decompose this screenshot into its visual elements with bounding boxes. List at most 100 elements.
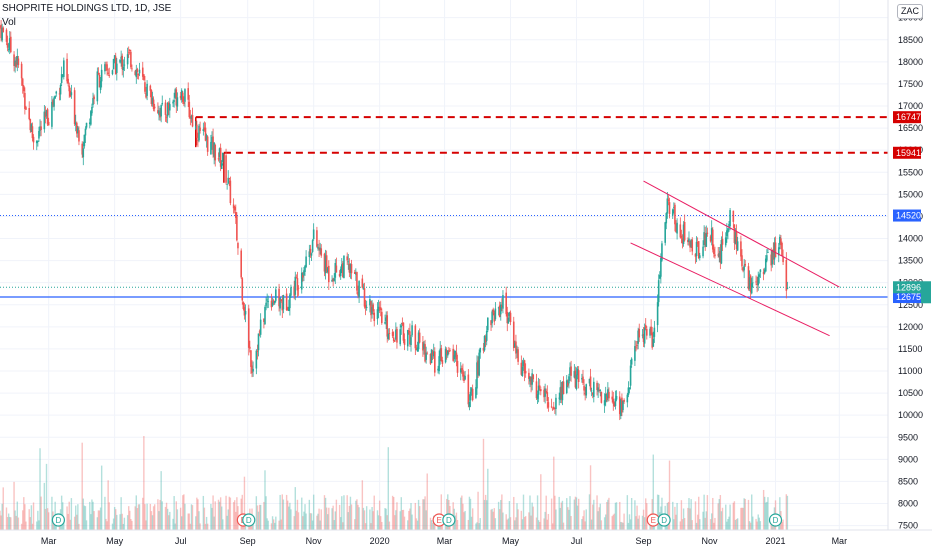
candle-body [93,96,95,100]
candle-body [666,198,669,214]
candle-body [611,396,613,400]
volume-bar [169,511,171,530]
candle-body [674,204,676,225]
volume-bar [227,509,229,530]
candle-body [593,381,595,397]
candle-body [323,253,326,272]
dividend-marker [442,513,456,527]
volume-bar [318,508,320,530]
candle-body [676,222,678,234]
volume-bar [705,511,707,530]
volume-bar [735,518,738,530]
price-label-text: 12896 [896,282,921,292]
candle-body [514,343,516,348]
volume-bar [691,520,693,530]
volume-bar [531,502,533,530]
candle-body [531,373,533,385]
candle-body [727,228,729,233]
candle-body [143,74,145,80]
volume-bar [264,470,266,530]
volume-bar [642,509,645,530]
volume-bar [418,506,421,530]
candle-body [646,328,648,336]
candle-body [762,271,765,275]
candle-body [356,272,358,291]
candle-body [759,269,762,272]
volume-bar [319,520,321,530]
candle-body [482,347,485,351]
candle-body [104,64,106,72]
volume-bar [73,516,76,530]
candle-body [506,311,509,324]
volume-bar [530,515,532,530]
candle-body [237,242,239,249]
candle-body [384,322,386,324]
candle-body [150,90,153,105]
volume-bar [583,510,585,530]
candle-body [467,374,470,405]
candle-body [45,110,48,116]
candle-body [211,136,213,143]
volume-bar [16,501,19,530]
volume-bar [172,518,174,530]
candle-body [494,308,497,320]
candle-body [225,155,227,183]
candle-body [690,239,692,247]
candle-body [280,299,283,302]
candle-body [252,368,254,372]
candle-body [581,378,583,380]
volume-bar [535,517,538,530]
volume-bar [370,523,372,530]
price-tick-label: 11000 [898,366,922,376]
volume-bar [748,521,751,530]
candle-body [342,263,344,278]
candle-body [400,325,403,328]
volume-bar [150,511,153,530]
candle-body [343,255,345,278]
volume-bar [608,497,610,530]
volume-bar [694,501,697,530]
candle-body [98,74,101,88]
volume-bar [695,522,698,530]
volume-bar [482,438,485,530]
price-tick-label: 7500 [898,521,918,531]
volume-bar [732,502,735,530]
candle-body [516,349,518,353]
candle-body [106,64,108,71]
candle-body [73,90,76,124]
volume-bar [99,507,102,530]
volume-bar [600,520,603,530]
volume-bar [135,495,137,530]
candle-body [732,210,735,222]
candle-body [169,104,171,111]
candle-body [40,126,42,130]
volume-bar [357,504,359,530]
volume-bar [43,482,46,530]
volume-bar [607,499,609,530]
price-axis: 7500 8000 8500 9000 9500 10000 10500 11000 11500… [887,0,932,550]
candle-body [267,301,270,303]
dividend-marker [242,513,256,527]
candle-body [569,367,571,376]
volume-bar [759,521,762,530]
candle-body [757,276,760,286]
volume-bar [305,513,307,530]
candle-body [257,333,260,351]
candle-body [445,350,448,355]
candle-body [492,309,495,313]
currency-badge[interactable]: ZAC [897,4,923,19]
candle-body [530,376,532,385]
volume-bar [166,508,169,530]
candle-body [689,240,691,248]
candle-body [615,395,618,400]
candle-body [710,228,713,240]
candle-body [406,330,409,347]
volume-bar [706,495,709,530]
candle-body [459,368,462,373]
time-tick-label: Mar [437,536,453,546]
candle-body [120,56,122,59]
candle-body [750,283,753,294]
price-tick-label: 10000 [898,410,923,420]
candle-body [220,163,223,170]
